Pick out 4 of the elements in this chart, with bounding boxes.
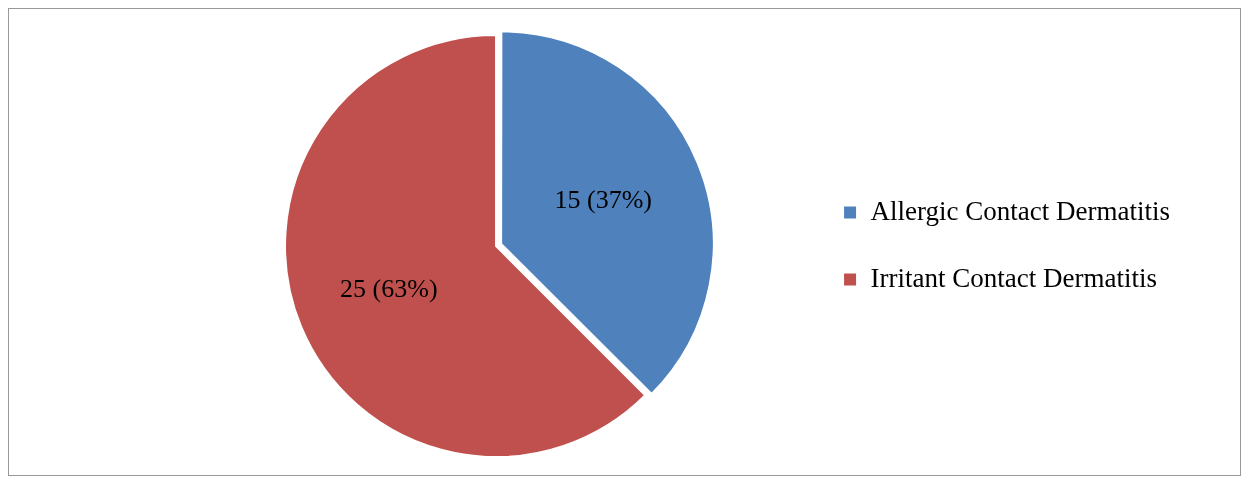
- data-label: 25 (63%): [340, 274, 438, 304]
- legend-label: Irritant Contact Dermatitis: [870, 262, 1157, 293]
- data-label: 15 (37%): [554, 185, 652, 215]
- legend-label: Allergic Contact Dermatitis: [870, 195, 1171, 226]
